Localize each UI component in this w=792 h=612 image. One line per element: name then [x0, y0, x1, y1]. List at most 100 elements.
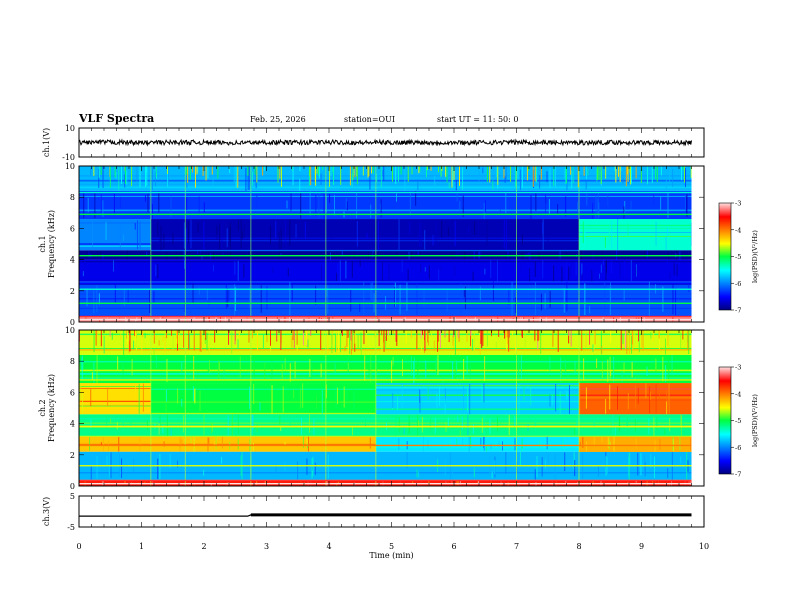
- spectral-speckle: [136, 167, 138, 182]
- spectral-speckle: [454, 330, 456, 355]
- sferic-spike: [640, 166, 642, 184]
- spectral-speckle: [468, 436, 470, 452]
- spectral-speckle: [679, 437, 681, 451]
- spectral-speckle: [511, 281, 513, 316]
- spectral-speckle: [333, 194, 335, 216]
- spectral-speckle: [368, 368, 370, 377]
- spectral-speckle: [662, 356, 664, 382]
- spectral-speckle: [251, 414, 253, 435]
- spectral-speckle: [452, 361, 454, 380]
- spectral-speckle: [495, 341, 497, 348]
- spectral-speckle: [486, 330, 488, 347]
- spectral-speckle: [437, 355, 439, 376]
- sferic-spike: [316, 166, 318, 174]
- sferic-spike: [248, 330, 250, 343]
- spectral-speckle: [381, 261, 383, 281]
- spectral-speckle: [309, 358, 311, 378]
- spectral-speckle: [96, 355, 98, 383]
- sferic-spike: [367, 166, 369, 178]
- sferic-spike: [515, 166, 517, 187]
- sferic-spike: [318, 166, 320, 179]
- spectral-speckle: [280, 425, 282, 432]
- spectral-speckle: [136, 220, 138, 249]
- spectral-speckle: [669, 272, 671, 279]
- spectral-speckle: [179, 437, 181, 448]
- spectral-speckle: [353, 251, 355, 258]
- sferic-spike: [183, 330, 185, 348]
- sferic-spike: [506, 330, 508, 350]
- spectral-speckle: [602, 315, 604, 322]
- spectral-speckle: [331, 220, 333, 240]
- spectral-speckle: [383, 166, 385, 182]
- spectral-speckle: [327, 285, 329, 314]
- spectral-speckle: [492, 281, 494, 302]
- spectrogram-band: [150, 219, 579, 251]
- spectral-speckle: [237, 260, 239, 281]
- spectral-speckle: [166, 389, 168, 402]
- spectral-speckle: [284, 441, 286, 447]
- sferic-spike: [681, 166, 682, 181]
- spectral-speckle: [629, 453, 631, 465]
- spectral-speckle: [529, 484, 531, 486]
- spectrogram-band: [579, 436, 692, 452]
- spectral-speckle: [245, 453, 247, 467]
- spectral-speckle: [580, 251, 582, 259]
- spectral-speckle: [183, 415, 185, 433]
- spectral-speckle: [607, 436, 609, 448]
- spectral-speckle: [117, 356, 119, 370]
- spectral-speckle: [103, 335, 105, 354]
- spectral-speckle: [523, 386, 525, 401]
- spectral-speckle: [608, 224, 610, 246]
- spectral-speckle: [582, 437, 584, 448]
- y-axis-label: ch.3(V): [42, 497, 51, 526]
- sferic-spike: [93, 166, 95, 177]
- start-time-label: start UT = 11: 50: 0: [437, 115, 519, 124]
- spectral-speckle: [172, 233, 174, 245]
- spectral-speckle: [247, 168, 249, 190]
- spectral-speckle: [398, 219, 400, 250]
- spectral-line: [79, 422, 692, 424]
- spectral-speckle: [335, 384, 337, 409]
- spectral-speckle: [481, 417, 483, 433]
- sferic-spike: [400, 166, 402, 175]
- sferic-spike: [631, 330, 633, 345]
- spectral-speckle: [626, 330, 628, 355]
- sferic-spike: [505, 330, 507, 337]
- spectral-line: [79, 369, 692, 372]
- sferic-spike: [620, 166, 622, 172]
- spectral-speckle: [466, 317, 468, 320]
- spectral-speckle: [664, 429, 666, 435]
- spectral-speckle: [90, 388, 92, 407]
- spectral-speckle: [289, 363, 291, 382]
- sferic-spike: [410, 330, 412, 339]
- spectral-speckle: [251, 171, 253, 186]
- spectral-speckle: [271, 385, 273, 414]
- sferic-spike: [585, 166, 587, 180]
- spectral-speckle: [181, 398, 183, 407]
- spectral-speckle: [417, 420, 419, 426]
- sferic-spike: [405, 330, 407, 344]
- spectral-speckle: [333, 253, 335, 256]
- spectral-speckle: [162, 335, 164, 342]
- spectral-line: [150, 249, 579, 252]
- spectral-speckle: [179, 250, 181, 257]
- sferic-spike: [395, 166, 397, 185]
- spectral-speckle: [82, 361, 84, 369]
- spectral-speckle: [521, 479, 523, 485]
- spectral-speckle: [266, 334, 268, 342]
- spectral-speckle: [230, 250, 232, 259]
- spectral-speckle: [308, 315, 310, 322]
- spectral-speckle: [144, 340, 146, 349]
- spectral-speckle: [519, 316, 521, 319]
- spectral-speckle: [562, 438, 564, 449]
- spectral-speckle: [560, 437, 562, 443]
- spectral-speckle: [289, 282, 291, 316]
- spectral-speckle: [447, 417, 449, 428]
- spectral-speckle: [200, 318, 202, 320]
- spectral-speckle: [402, 359, 404, 377]
- spectral-speckle: [183, 300, 185, 313]
- spectrogram-band: [79, 354, 692, 384]
- spectral-speckle: [326, 479, 328, 486]
- spectral-speckle: [598, 202, 600, 217]
- spectral-speckle: [376, 173, 378, 183]
